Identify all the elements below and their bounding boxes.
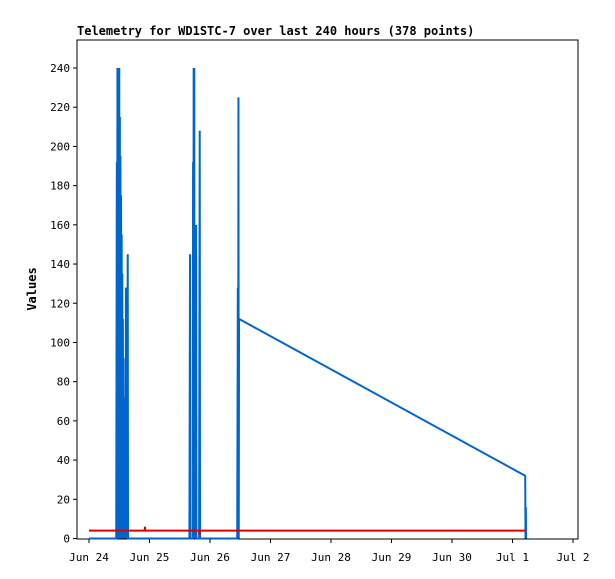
x-tick-label: Jul 2: [556, 551, 589, 564]
series-line-2: [89, 526, 526, 535]
y-tick-label: 240: [50, 62, 70, 75]
y-tick-label: 40: [57, 454, 70, 467]
y-tick-label: 160: [50, 219, 70, 232]
x-tick-label: Jun 30: [432, 551, 472, 564]
x-tick-label: Jun 27: [251, 551, 291, 564]
y-tick-label: 0: [63, 533, 70, 546]
plot-area-frame: [76, 39, 579, 540]
x-tick-label: Jul 1: [496, 551, 529, 564]
y-tick-label: 100: [50, 336, 70, 349]
series-line-1: [89, 67, 528, 540]
y-tick-label: 140: [50, 258, 70, 271]
y-tick-label: 180: [50, 180, 70, 193]
x-tick-label: Jun 24: [69, 551, 109, 564]
x-tick-label: Jun 26: [190, 551, 230, 564]
y-tick-label: 200: [50, 140, 70, 153]
y-axis-ticks: 0 20 40 60 80 100 120 140 160 180 200 220 240: [50, 62, 77, 546]
y-tick-label: 120: [50, 297, 70, 310]
x-tick-label: Jun 28: [311, 551, 351, 564]
x-axis-ticks: Jun 24 Jun 25 Jun 26 Jun 27 Jun 28 Jun 29 Jun …: [69, 539, 590, 564]
chart-title: Telemetry for WD1STC-7 over last 240 hou…: [77, 24, 474, 38]
y-tick-label: 220: [50, 101, 70, 114]
x-tick-label: Jun 25: [130, 551, 170, 564]
y-tick-label: 60: [57, 415, 70, 428]
y-tick-label: 80: [57, 376, 70, 389]
x-tick-label: Jun 29: [372, 551, 412, 564]
series-layer: [89, 67, 528, 540]
y-tick-label: 20: [57, 493, 70, 506]
y-axis-label: Values: [25, 267, 39, 310]
